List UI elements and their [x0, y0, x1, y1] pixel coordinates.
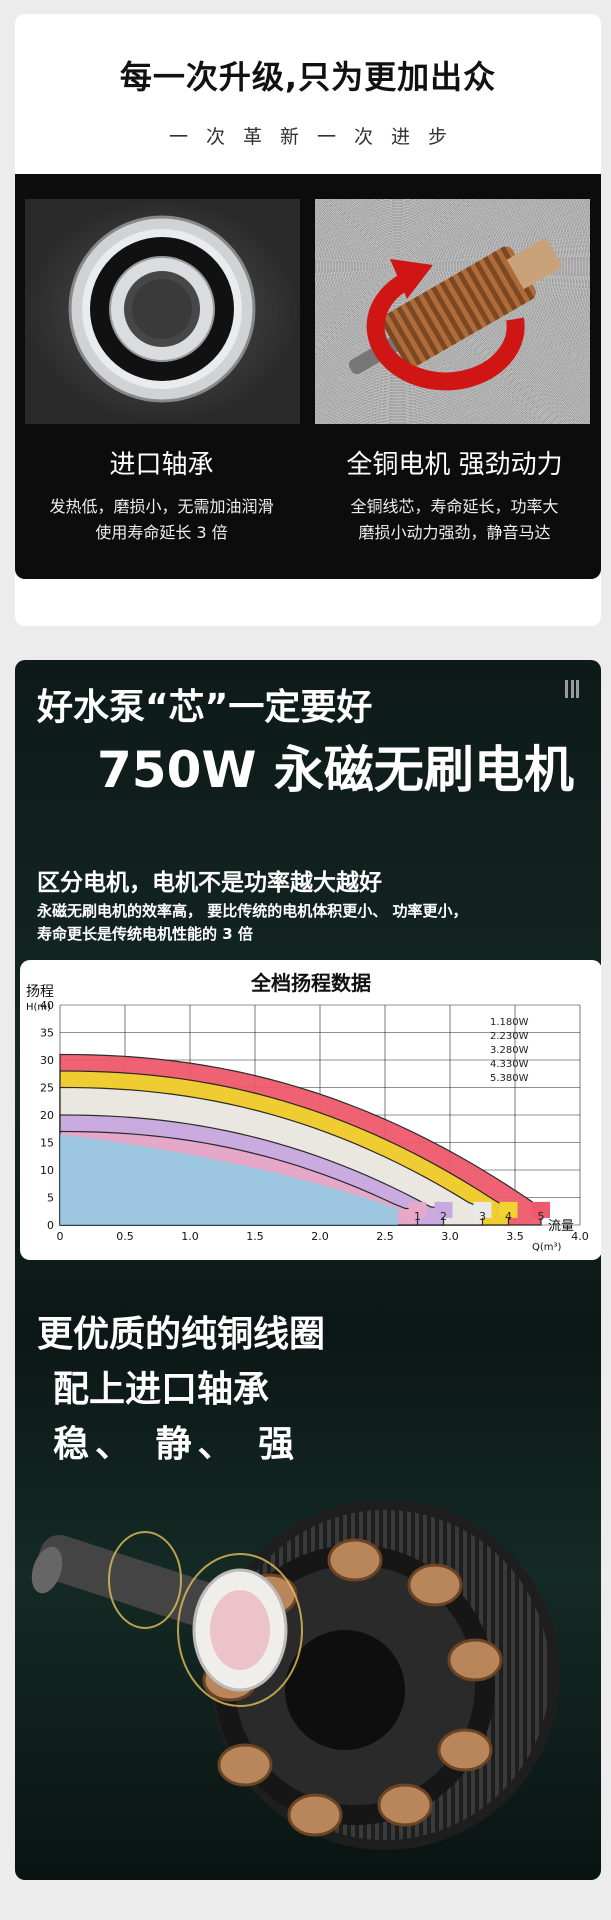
y-tick-label: 25: [40, 1082, 54, 1095]
series-marker-3: [473, 1201, 492, 1218]
chart-svg: 全档扬程数据 扬程 H(m) 流量 Q(m³) 5 4 3 2 1 0 5 10 15 20 25…: [26, 971, 589, 1253]
feature-panel: 进口轴承 全铜电机 强劲动力 发热低，磨损小，无需加油润滑 使用寿命延长 3 倍…: [15, 174, 601, 579]
slogan-line3: 稳、 静、 强: [53, 1424, 301, 1465]
legend-entry: 1.180W: [490, 1017, 529, 1028]
chart-yunit: H(m): [26, 1002, 51, 1013]
feature-bearing-desc: 发热低，磨损小，无需加油润滑 使用寿命延长 3 倍: [15, 494, 308, 546]
series-marker-2: [434, 1201, 453, 1218]
feature-motor-desc: 全铜线芯，寿命延长，功率大 磨损小动力强劲，静音马达: [308, 494, 601, 546]
bearing-photo: [25, 199, 300, 424]
x-tick-label: 3.0: [441, 1230, 459, 1243]
motor-stator-illustration: [31, 1500, 560, 1850]
series-label-2: 2: [440, 1210, 447, 1223]
motor-title-line2: 750W 永磁无刷电机: [97, 741, 574, 799]
y-tick-label: 40: [40, 999, 54, 1012]
series-marker-5: [532, 1201, 550, 1218]
slogan-line1: 更优质的纯铜线圈: [37, 1314, 326, 1355]
motor-heading: 区分电机，电机不是功率越大越好: [37, 870, 382, 896]
series-label-5: 5: [538, 1210, 545, 1223]
series-label-4: 4: [505, 1210, 512, 1223]
series-label-3: 3: [479, 1210, 486, 1223]
legend-entry: 2.230W: [490, 1031, 529, 1042]
motor-title-line1: 好水泵“芯”一定要好: [37, 687, 373, 728]
feature-bearing-title: 进口轴承: [109, 450, 214, 480]
feature-motor-title: 全铜电机 强劲动力: [346, 450, 563, 480]
chart-xlabel: 流量: [548, 1219, 574, 1234]
x-tick-label: 0: [57, 1230, 64, 1243]
upgrade-title: 每一次升级,只为更加出众: [119, 58, 497, 96]
series-marker-1: [408, 1201, 427, 1218]
x-tick-label: 1.5: [246, 1230, 264, 1243]
motor-desc: 永磁无刷电机的效率高， 要比传统的电机体积更小、 功率更小， 寿命更长是传统电机…: [37, 900, 597, 946]
y-tick-label: 20: [40, 1109, 54, 1122]
upgrade-card: 每一次升级,只为更加出众 一次革新一次进步: [15, 14, 601, 626]
chart-ylabel: 扬程: [26, 984, 54, 1000]
y-tick-label: 10: [40, 1164, 54, 1177]
legend-entry: 3.280W: [490, 1045, 529, 1056]
chart-xunit: Q(m³): [532, 1242, 562, 1253]
head-flow-chart: 全档扬程数据 扬程 H(m) 流量 Q(m³) 5 4 3 2 1 0 5 10 15 20 25…: [20, 960, 601, 1260]
upgrade-subtitle: 一次革新一次进步: [168, 126, 465, 148]
y-tick-label: 35: [40, 1027, 54, 1040]
motor-photo: [315, 199, 590, 424]
motor-desc-line2: 寿命更长是传统电机性能的 3 倍: [37, 925, 253, 943]
x-tick-label: 4.0: [571, 1230, 589, 1243]
y-tick-label: 0: [47, 1219, 54, 1232]
x-tick-label: 2.5: [376, 1230, 394, 1243]
legend-entry: 4.330W: [490, 1059, 529, 1070]
feature-bearing-desc-line1: 发热低，磨损小，无需加油润滑: [49, 497, 274, 516]
motor-card: 好水泵“芯”一定要好 750W 永磁无刷电机 区分电机，电机不是功率越大越好 永…: [15, 660, 601, 1880]
chart-title: 全档扬程数据: [250, 971, 371, 995]
series-label-1: 1: [414, 1210, 421, 1223]
x-tick-label: 3.5: [506, 1230, 524, 1243]
x-tick-label: 0.5: [116, 1230, 134, 1243]
y-tick-label: 15: [40, 1137, 54, 1150]
y-tick-label: 5: [47, 1192, 54, 1205]
motor-rotor-icon: [348, 237, 563, 391]
feature-bearing-desc-line2: 使用寿命延长 3 倍: [95, 523, 228, 542]
y-tick-label: 30: [40, 1054, 54, 1067]
feature-motor-desc-line2: 磨损小动力强劲，静音马达: [358, 523, 551, 542]
bars-icon: [565, 680, 579, 698]
series-marker-4: [499, 1201, 518, 1218]
feature-motor-desc-line1: 全铜线芯，寿命延长，功率大: [350, 497, 559, 516]
slogan-line2: 配上进口轴承: [53, 1369, 270, 1410]
x-tick-label: 1.0: [181, 1230, 199, 1243]
x-tick-label: 2.0: [311, 1230, 329, 1243]
shaft-icon: [31, 1531, 303, 1707]
motor-desc-line1: 永磁无刷电机的效率高， 要比传统的电机体积更小、 功率更小，: [37, 902, 468, 920]
legend-entry: 5.380W: [490, 1073, 529, 1084]
bearing-icon: [25, 199, 300, 424]
series-area-blue: [60, 1134, 398, 1225]
